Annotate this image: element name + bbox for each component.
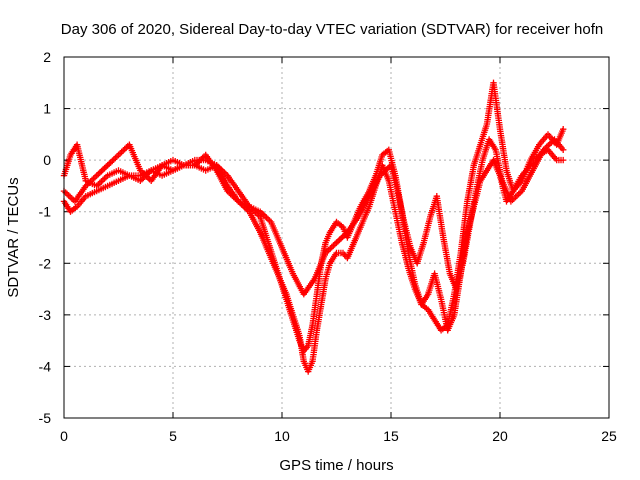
y-tick-label: -2: [39, 255, 52, 271]
x-tick-label: 0: [60, 428, 68, 444]
x-tick-label: 20: [492, 428, 508, 444]
y-tick-label: -3: [39, 307, 52, 323]
data-point: [560, 156, 567, 164]
y-tick-label: 2: [43, 49, 51, 65]
y-tick-label: 1: [43, 101, 51, 117]
data-point: [560, 146, 567, 153]
chart-title: Day 306 of 2020, Sidereal Day-to-day VTE…: [61, 21, 603, 38]
x-tick-label: 10: [274, 428, 290, 444]
y-tick-label: 0: [43, 152, 51, 168]
x-axis-label: GPS time / hours: [279, 457, 393, 474]
y-axis-label: SDTVAR / TECUs: [5, 177, 22, 297]
data-point: [560, 126, 567, 133]
y-tick-label: -5: [39, 410, 52, 426]
y-tick-label: -4: [39, 358, 52, 374]
y-tick-label: -1: [39, 204, 52, 220]
x-tick-label: 5: [169, 428, 177, 444]
data-points: [60, 79, 567, 375]
grid-lines: [64, 57, 609, 418]
x-tick-label: 15: [383, 428, 399, 444]
plot-frame: [63, 56, 610, 419]
x-tick-label: 25: [601, 428, 617, 444]
